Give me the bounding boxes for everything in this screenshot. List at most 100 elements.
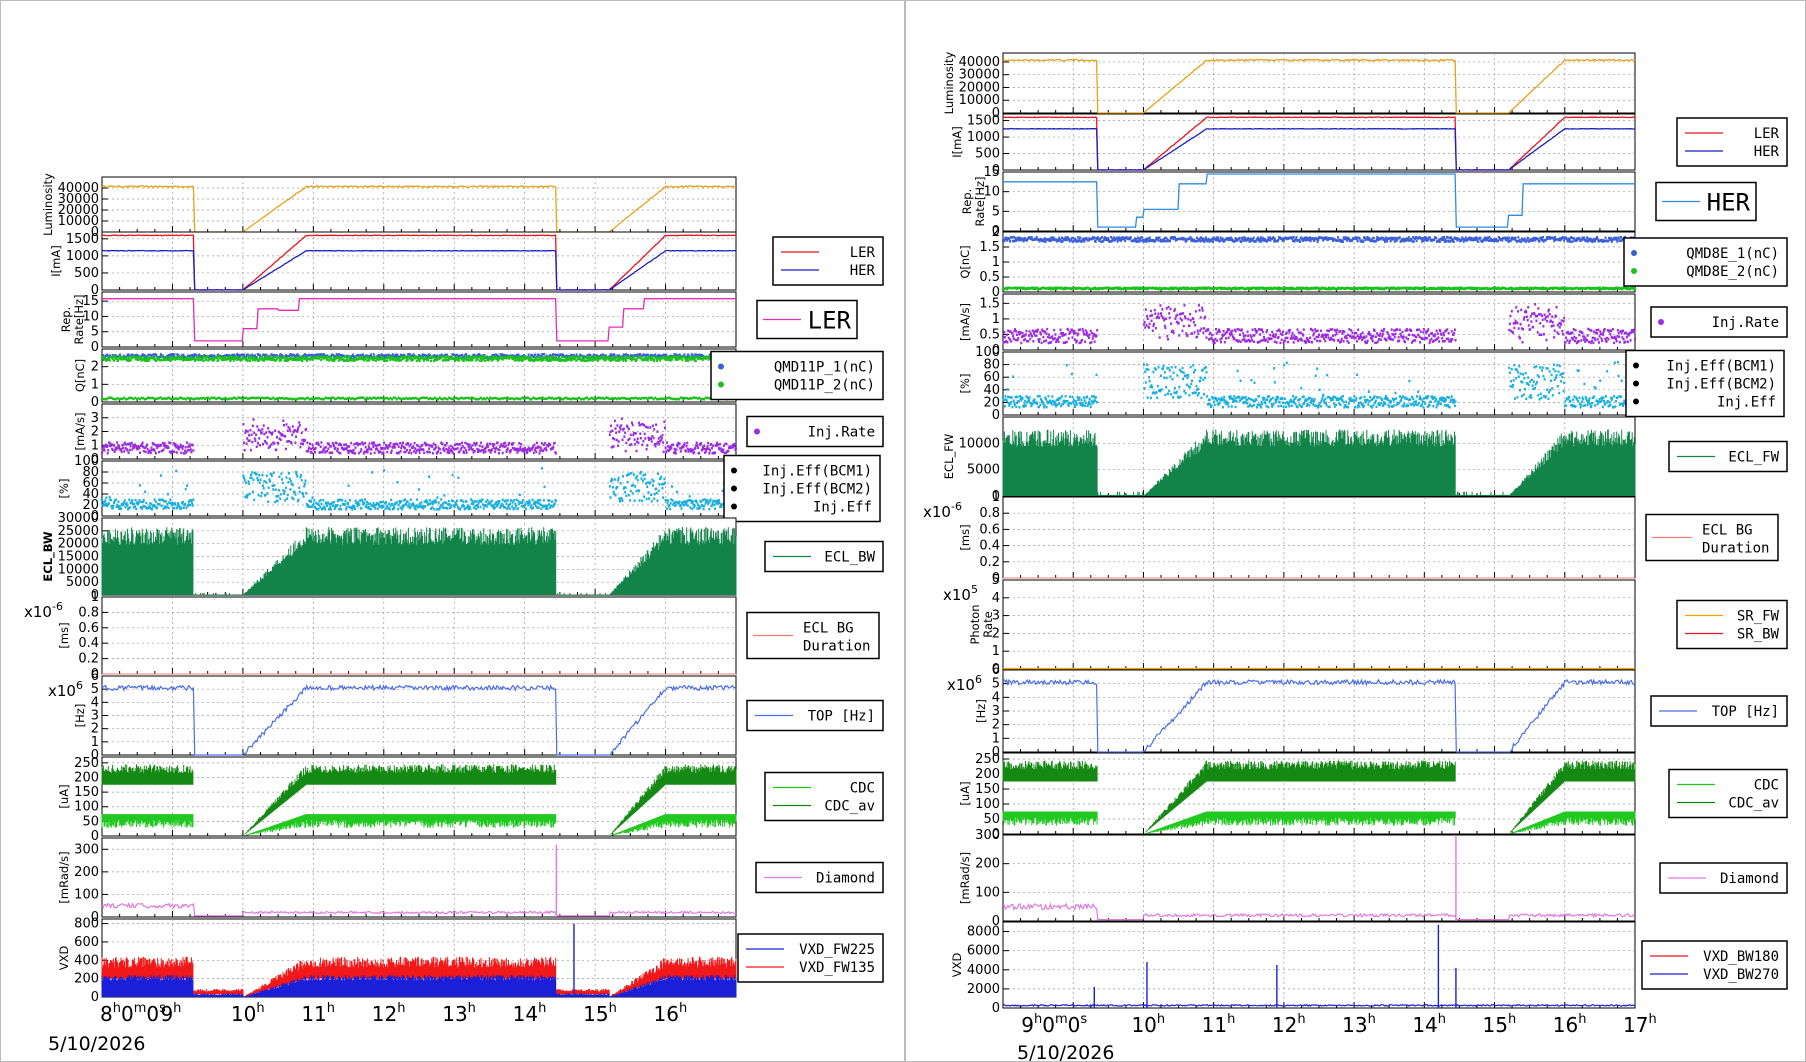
legend: Inj.Rate [746,415,884,448]
legend-label: Inj.Eff(BCM2) [762,482,872,498]
y-axis-label: VXD [950,953,964,978]
time-tick-label: 10h [1131,1012,1165,1037]
y-tick-label: 3 [992,609,1000,624]
time-sup: h [1227,1012,1235,1027]
time-main: 11 [1202,1013,1227,1037]
y-tick-label: 0 [91,452,99,467]
plot-frame [101,291,737,348]
y-tick-label: 3 [91,411,99,426]
legend-label: VXD_BW180 [1703,949,1779,965]
y-axis-label: Luminosity [942,51,956,114]
y-tick-label: 10 [82,309,99,324]
y-tick-label: 1 [992,644,1000,659]
time-tick-label: 9h0m0s [1021,1012,1087,1037]
y-tick-label: 3 [992,704,1000,719]
series-diamond [101,901,737,917]
y-axis-label: [%] [958,374,972,394]
time-tick-label: 16h [1553,1012,1587,1037]
time-main: 14 [513,1002,538,1026]
plot-frame [101,837,737,918]
series-diamond [1003,902,1636,921]
legend-label: ECL BG [803,621,854,637]
y-tick-label: 2 [992,718,1000,733]
y-tick-label: 1 [91,438,99,453]
multiplier-base: x10 [923,503,951,521]
y-tick-label: 800 [74,917,99,932]
y-tick-label: 1500 [967,114,1000,129]
y-tick-label: 0 [992,224,1000,239]
time-main: 13 [1342,1013,1367,1037]
legend: TOP [Hz] [746,699,884,732]
series-cdc [101,814,737,836]
y-tick-label: 300 [74,842,99,857]
legend-box [1623,237,1788,287]
legend-swatch [1633,398,1639,405]
plot-frame [1002,579,1636,670]
y-tick-label: 5000 [66,575,99,590]
plot-frame [101,176,737,233]
axis-multiplier: x105 [943,583,978,604]
plot-frame [1002,496,1636,579]
y-tick-label: 60 [82,476,99,491]
legend-swatch [718,363,724,370]
multiplier-exponent: 6 [76,679,83,692]
legend-label: CDC_av [824,799,875,815]
series-q1 [1002,236,1636,243]
legend-label: QMD11P_2(nC) [774,378,875,394]
time-tick-label: 11h [301,1001,335,1026]
y-tick-label: 2000 [967,982,1000,997]
y-tick-label: 20 [983,395,1000,410]
time-main: 15 [1483,1013,1508,1037]
series-vxd-fw225 [101,975,737,997]
series-q2-low [101,396,737,401]
time-tick-label: 12h [372,1001,406,1026]
legend: ECL_BW [764,540,884,573]
legend-label: TOP [Hz] [808,709,875,725]
y-tick-label: 1.5 [979,296,1000,311]
y-tick-label: 250 [975,752,1000,767]
legend-swatch [718,381,724,388]
y-tick-label: 20000 [58,203,99,218]
y-axis-label: [uA] [57,784,71,808]
legend-label: VXD_FW225 [799,942,875,958]
y-tick-label: 1.5 [979,240,1000,255]
y-axis-label: ECL_FW [942,434,956,479]
y-axis-label: Rep.Rate[Hz] [960,176,987,226]
y-axis-label: [%] [57,479,71,499]
legend: HER [1655,181,1757,222]
y-tick-label: 100 [975,345,1000,360]
time-sup: h [397,1001,405,1016]
series-inj-eff [101,467,737,511]
legend-label: QMD8E_2(nC) [1686,264,1779,280]
y-axis-label: [mA/s] [958,303,972,341]
legend-swatch [1633,362,1639,369]
plot-frame [1002,113,1636,171]
legend-box [1625,349,1785,418]
series-cdc-av [1002,760,1636,834]
time-sup: h [1157,1012,1165,1027]
y-tick-label: 3 [91,709,99,724]
series-q2 [1002,286,1636,291]
left-panel-diamond: 0 100 200 300[mRad/s] Diamond [57,837,884,925]
legend-label: HER [1754,144,1780,160]
y-tick-label: 0 [992,163,1000,178]
y-tick-label: 100 [975,797,1000,812]
y-axis-label: VXD [57,946,71,971]
legend: Inj.Eff(BCM1) Inj.Eff(BCM2) Inj.Eff [723,454,881,523]
y-axis-label: [mRad/s] [57,851,71,903]
y-tick-label: 0 [992,914,1000,929]
legend-label: HER [1707,189,1751,217]
time-main: 14 [1412,1013,1437,1037]
y-axis-label: [mRad/s] [958,852,972,904]
time-sup: h [1034,1012,1042,1027]
y-tick-label: 0 [992,827,1000,842]
plot-frame [101,596,737,675]
y-tick-label: 200 [74,770,99,785]
legend-label: Inj.Eff(BCM1) [1666,359,1776,375]
y-tick-label: 500 [975,147,1000,162]
axis-multiplier: x106 [48,679,83,700]
